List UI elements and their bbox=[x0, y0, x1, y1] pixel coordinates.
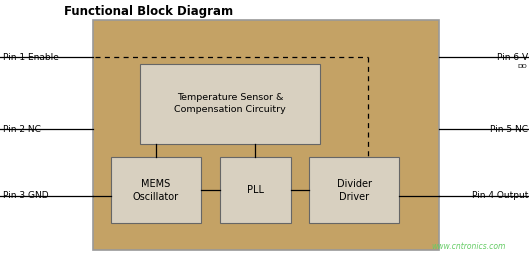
Text: MEMS
Oscillator: MEMS Oscillator bbox=[133, 178, 179, 202]
Text: Pin 4 Output: Pin 4 Output bbox=[471, 191, 528, 200]
Bar bbox=[309, 157, 399, 223]
Bar bbox=[140, 64, 320, 144]
Bar bbox=[111, 157, 201, 223]
Text: www.cntronics.com: www.cntronics.com bbox=[431, 242, 506, 251]
Text: Pin 3 GND: Pin 3 GND bbox=[3, 191, 48, 200]
Bar bbox=[93, 20, 439, 250]
Text: Pin 1 Enable: Pin 1 Enable bbox=[3, 53, 59, 62]
Text: Pin 6 V: Pin 6 V bbox=[497, 53, 528, 62]
Text: Pin 2 NC: Pin 2 NC bbox=[3, 124, 41, 134]
Text: Temperature Sensor &
Compensation Circuitry: Temperature Sensor & Compensation Circui… bbox=[174, 93, 286, 114]
Text: PLL: PLL bbox=[247, 185, 264, 195]
Text: DD: DD bbox=[518, 64, 527, 69]
Text: Divider
Driver: Divider Driver bbox=[337, 178, 372, 202]
Bar bbox=[220, 157, 291, 223]
Text: Functional Block Diagram: Functional Block Diagram bbox=[63, 6, 233, 18]
Text: Pin 5 NC: Pin 5 NC bbox=[490, 124, 528, 134]
